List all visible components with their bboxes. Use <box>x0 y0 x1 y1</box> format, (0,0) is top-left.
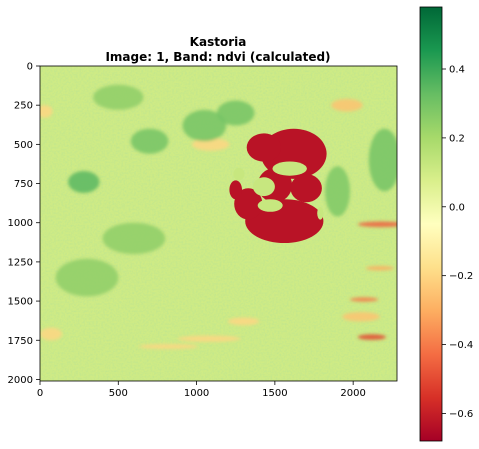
x-tick-label: 500 <box>109 388 128 399</box>
patch-12 <box>357 221 397 228</box>
lake-lobe-5 <box>234 188 263 220</box>
patch-18 <box>191 138 230 151</box>
patch-29 <box>325 166 350 217</box>
patch-13 <box>357 334 386 340</box>
x-tick-label: 1500 <box>262 388 287 399</box>
y-tick-label: 1750 <box>8 336 33 347</box>
patch-28 <box>102 222 166 255</box>
colorbar-tick-label: 0.4 <box>449 65 465 76</box>
y-tick-label: 1000 <box>8 218 33 229</box>
chart-title: Kastoria <box>190 35 247 49</box>
patch-14 <box>350 297 379 302</box>
chart-subtitle: Image: 1, Band: ndvi (calculated) <box>105 50 330 64</box>
land-inlet-11 <box>317 207 324 220</box>
x-axis: 0 500 1000 1500 2000 <box>37 381 366 399</box>
patch-19 <box>177 335 241 342</box>
x-tick-label: 0 <box>37 388 43 399</box>
land-inlet-7 <box>252 177 275 197</box>
patch-21 <box>331 98 363 112</box>
y-tick-label: 750 <box>14 179 33 190</box>
patch-26 <box>182 109 227 142</box>
colorbar: 0.4 0.2 0.0 −0.2 −0.4 −0.6 <box>419 6 473 442</box>
land-inlet-10 <box>233 167 245 181</box>
y-tick-label: 2000 <box>8 375 33 386</box>
colorbar-tick-label: 0.2 <box>449 133 465 144</box>
lake-lobe-1 <box>246 133 282 162</box>
y-tick-label: 1500 <box>8 297 33 308</box>
y-tick-label: 500 <box>14 140 33 151</box>
y-tick-label: 0 <box>27 62 33 73</box>
y-tick-label: 1250 <box>8 257 33 268</box>
patch-23 <box>227 317 260 326</box>
colorbar-tick-label: −0.4 <box>449 340 473 351</box>
x-tick-label: 1000 <box>184 388 209 399</box>
patch-27 <box>368 128 397 192</box>
raster-patches <box>40 84 397 349</box>
patch-24 <box>68 171 100 193</box>
patch-20 <box>138 344 199 349</box>
land-inlet-8 <box>272 161 307 176</box>
patch-30 <box>55 258 119 297</box>
plot-area <box>40 66 397 381</box>
y-tick-label: 250 <box>14 101 33 112</box>
patch-15 <box>365 266 394 271</box>
y-axis: 0 250 500 750 1000 1250 1500 1750 2000 <box>8 62 40 386</box>
patch-31 <box>216 100 255 126</box>
land-inlet-9 <box>257 199 283 212</box>
patch-22 <box>342 312 380 322</box>
patch-25 <box>130 128 169 154</box>
lake-kastoria <box>229 128 327 244</box>
colorbar-tick-label: 0.0 <box>449 202 465 213</box>
lake-lobe-6 <box>229 180 242 200</box>
x-tick-label: 2000 <box>340 388 365 399</box>
colorbar-tick-label: −0.2 <box>449 271 473 282</box>
colorbar-axis: 0.4 0.2 0.0 −0.2 −0.4 −0.6 <box>442 65 473 420</box>
colorbar-gradient <box>419 6 443 442</box>
patch-32 <box>93 84 144 110</box>
patch-17 <box>40 327 62 341</box>
plot-frame <box>39 65 398 382</box>
patch-16 <box>40 105 53 118</box>
colorbar-tick-label: −0.6 <box>449 409 473 420</box>
lake-lobe-3 <box>290 174 322 203</box>
